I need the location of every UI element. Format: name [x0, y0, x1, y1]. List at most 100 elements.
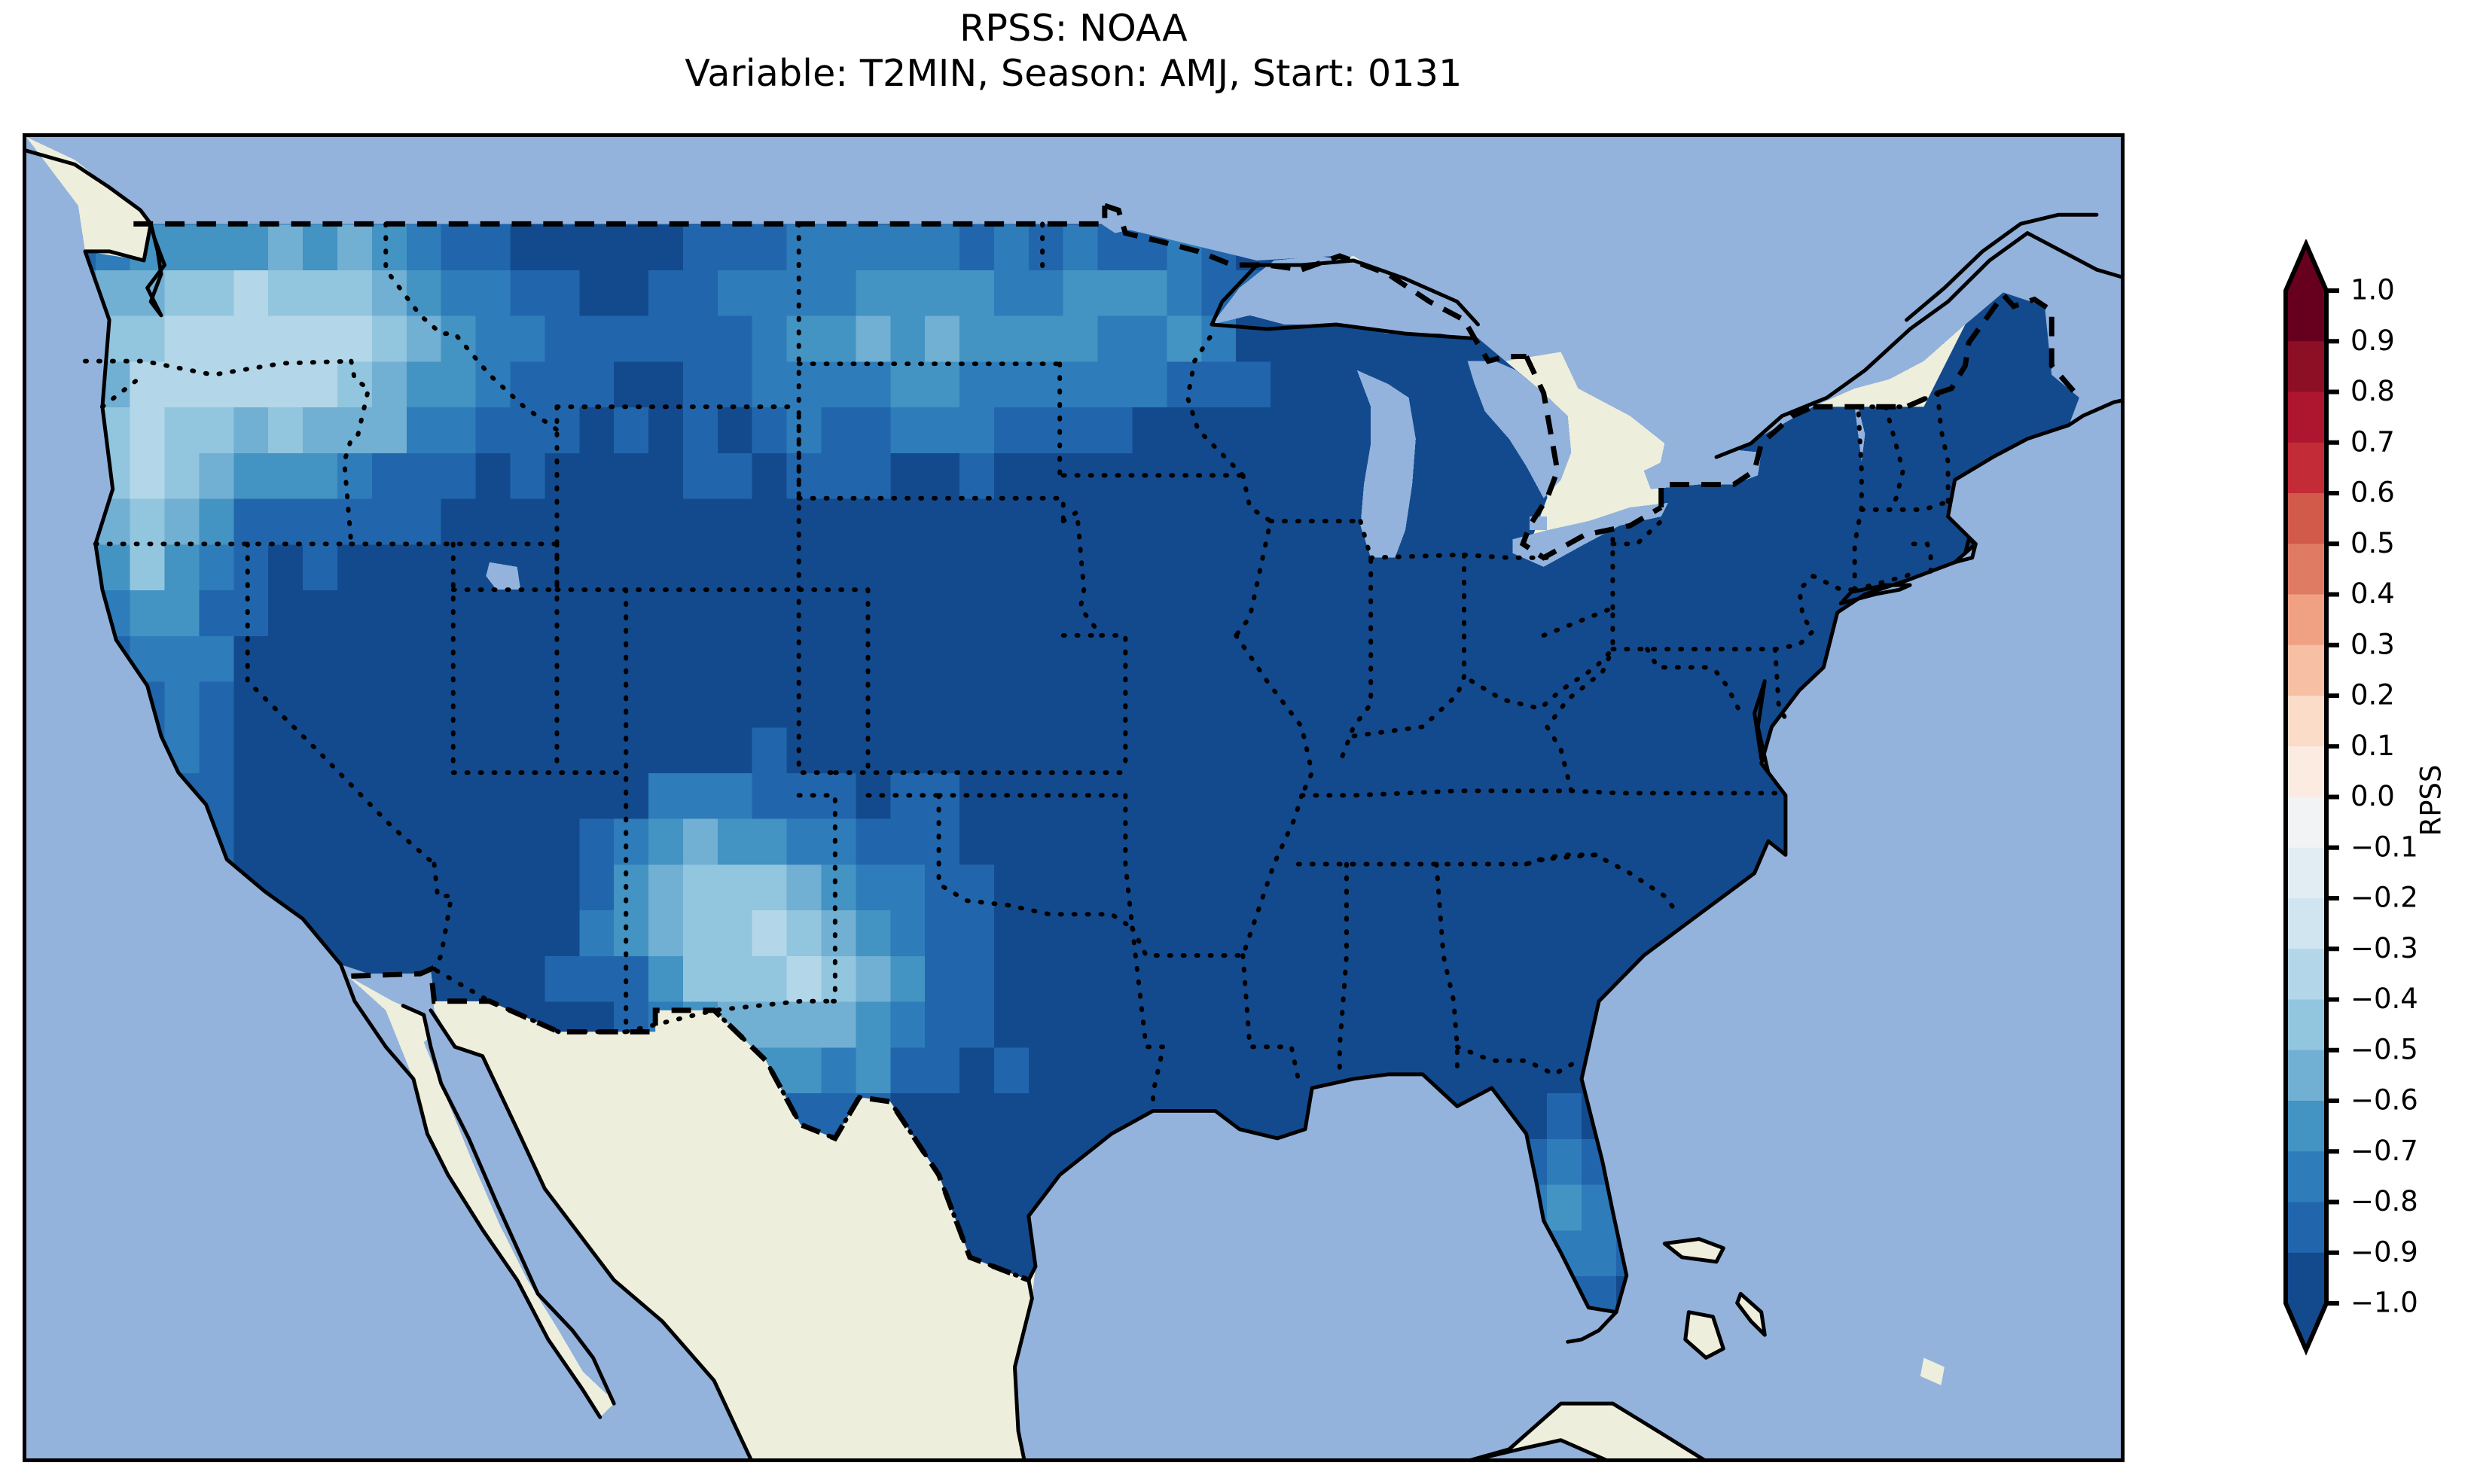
rpss-grid-cell: [1858, 544, 1894, 591]
rpss-grid-cell: [752, 590, 788, 636]
rpss-grid-cell: [1304, 407, 1341, 453]
rpss-grid-cell: [1201, 910, 1237, 956]
rpss-grid-cell: [1132, 864, 1168, 911]
rpss-grid-cell: [1132, 361, 1168, 408]
rpss-grid-cell: [1167, 270, 1203, 316]
rpss-grid-cell: [752, 910, 788, 956]
rpss-grid-cell: [1443, 635, 1479, 682]
rpss-grid-cell: [1339, 1001, 1375, 1048]
rpss-grid-cell: [475, 955, 511, 1002]
rpss-grid-cell: [1201, 772, 1237, 819]
rpss-grid-cell: [406, 270, 442, 316]
rpss-grid-cell: [475, 315, 511, 362]
rpss-grid-cell: [1271, 681, 1306, 728]
rpss-grid-cell: [1271, 407, 1306, 453]
colorbar-tick-label: 0.7: [2350, 425, 2395, 458]
colorbar-tick-labels: 1.0 0.9 0.8 0.7 0.6 0.5 0.4 0.3 0.2 0.1 0.0 −0.1 −0.…: [2350, 274, 2418, 1319]
coastline-bahamas-coast-b: [1662, 1237, 1725, 1264]
rpss-grid-cell: [786, 1047, 822, 1094]
rpss-grid-cell: [545, 818, 581, 865]
rpss-grid-cell: [579, 224, 615, 271]
rpss-grid-cell: [233, 361, 270, 408]
rpss-grid-cell: [752, 498, 788, 545]
rpss-grid-cell: [752, 453, 788, 499]
rpss-grid-cell: [510, 224, 546, 271]
rpss-grid-cell: [1167, 635, 1203, 682]
rpss-grid-cell: [1028, 1047, 1064, 1094]
rpss-grid-cell: [199, 407, 235, 453]
rpss-grid-cell: [752, 315, 788, 362]
rpss-grid-cell: [545, 635, 581, 682]
rpss-grid-cell: [821, 224, 857, 271]
rpss-grid-cell: [164, 635, 200, 682]
rpss-grid-cell: [821, 635, 857, 682]
rpss-grid-cell: [441, 772, 477, 819]
conus-rpss-map: [26, 137, 2121, 1458]
colorbar-band: [2286, 696, 2326, 747]
rpss-grid-cell: [1408, 1001, 1444, 1048]
rpss-grid-cell: [1132, 1001, 1168, 1048]
colorbar-tick-label: −0.8: [2350, 1185, 2418, 1217]
rpss-grid-cell: [717, 315, 753, 362]
rpss-grid-cell: [233, 818, 270, 865]
lake-nipigon: [1322, 178, 1350, 206]
rpss-grid-cell: [164, 544, 200, 591]
rpss-grid-cell: [545, 772, 581, 819]
rpss-grid-cell: [1408, 772, 1444, 819]
coastline-cuba-coast: [1469, 1401, 1706, 1458]
state-border: [1234, 473, 1274, 638]
rpss-grid-cell: [925, 224, 960, 271]
rpss-grid-cell: [303, 361, 338, 408]
rpss-grid-cell: [441, 955, 477, 1002]
rpss-grid-cell: [233, 224, 270, 271]
rpss-grid-cell: [993, 635, 1030, 682]
rpss-grid-cell: [993, 1092, 1030, 1139]
rpss-grid-cell: [1304, 1001, 1341, 1048]
rpss-grid-cell: [1443, 407, 1479, 453]
rpss-grid-cell: [579, 681, 615, 728]
rpss-grid-cell: [233, 270, 270, 316]
rpss-grid-cell: [1582, 681, 1617, 728]
lake-winnipeg: [987, 137, 1057, 187]
rpss-grid-cell: [1236, 681, 1271, 728]
rpss-grid-cell: [475, 361, 511, 408]
rpss-grid-cell: [199, 498, 235, 545]
rpss-grid-cell: [890, 635, 926, 682]
rpss-grid-cell: [1167, 361, 1203, 408]
rpss-grid-cell: [441, 635, 477, 682]
rpss-grid-cell: [1478, 818, 1514, 865]
rpss-grid-cell: [1478, 1047, 1514, 1094]
coastline-gulf-california-east: [401, 1004, 616, 1406]
rpss-grid-cell: [786, 635, 822, 682]
rpss-grid-cell: [1236, 727, 1271, 773]
rpss-grid-cell: [303, 498, 338, 545]
rpss-grid-cell: [821, 864, 857, 911]
rpss-grid-cell: [1304, 681, 1341, 728]
rpss-grid-cell: [1097, 270, 1133, 316]
country-border: [351, 965, 1030, 1283]
rpss-grid-cell: [1823, 453, 1859, 499]
rpss-grid-cell: [475, 270, 511, 316]
state-border: [1852, 568, 1916, 593]
rpss-grid-cell: [579, 864, 615, 911]
rpss-grid-cell: [890, 681, 926, 728]
rpss-grid-cell: [648, 361, 684, 408]
state-border: [1811, 573, 1857, 593]
rpss-grid-cell: [475, 590, 511, 636]
rpss-grid-cell: [752, 772, 788, 819]
rpss-grid-cell: [925, 955, 960, 1002]
rpss-grid-cell: [475, 818, 511, 865]
rpss-grid-cell: [752, 544, 788, 591]
rpss-grid-cell: [1858, 498, 1894, 545]
state-border: [1351, 553, 1467, 739]
rpss-grid-cell: [371, 590, 407, 636]
rpss-grid-cell: [786, 270, 822, 316]
rpss-grid-cell: [475, 681, 511, 728]
rpss-grid-cell: [1167, 955, 1203, 1002]
colorbar-band: [2286, 493, 2326, 544]
rpss-grid-cell: [1374, 955, 1410, 1002]
rpss-grid-cell: [1754, 590, 1790, 636]
rpss-grid-cell: [1408, 590, 1444, 636]
rpss-grid-cell: [717, 635, 753, 682]
coastline-cape-cod: [1953, 537, 1978, 565]
